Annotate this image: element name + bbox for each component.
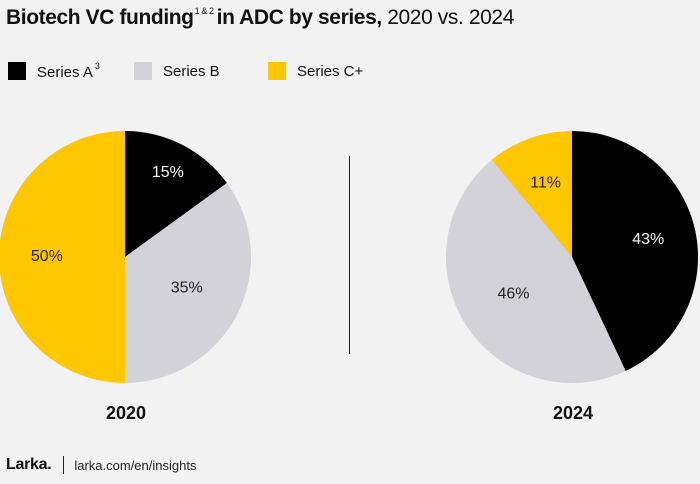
year-label-2020: 2020 — [105, 403, 147, 423]
pie-slice-2024-series-c — [491, 131, 572, 257]
legend-swatch-series-c — [268, 62, 286, 80]
legend-item-series-b: Series B — [134, 61, 220, 81]
legend-footnote-ref: 3 — [94, 61, 100, 71]
title-main-cont: in ADC by series, — [216, 6, 383, 29]
title-years: 2020 vs. 2024 — [387, 6, 514, 29]
footer-url: larka.com/en/insights — [74, 457, 197, 473]
footer-separator — [63, 456, 65, 474]
pie-slice-2024-series-b — [445, 159, 626, 384]
footer: Larka. larka.com/en/insights — [6, 455, 196, 475]
legend-label-series-b: Series B — [163, 62, 220, 80]
pie-label-2024-series-b: 46% — [497, 285, 529, 302]
pie-label-2024-series-c: 11% — [530, 175, 561, 192]
title-footnote-ref: 1 & 2 — [194, 6, 214, 16]
brand-logo: Larka. — [6, 456, 52, 473]
pie-slice-2020-series-c — [0, 131, 125, 383]
year-label-2024: 2024 — [552, 403, 594, 423]
pie-slice-2020-series-b — [125, 182, 252, 383]
pie-label-2020-series-c: 50% — [31, 248, 63, 265]
legend-item-series-c: Series C+ — [268, 61, 363, 81]
pie-label-2024-series-a: 43% — [632, 231, 664, 248]
legend-swatch-series-a — [8, 62, 26, 80]
chart-title: Biotech VC funding1 & 2 in ADC by series,… — [6, 6, 514, 30]
chart-divider — [349, 156, 350, 354]
pie-label-2020-series-b: 35% — [171, 280, 203, 297]
legend-label-series-a: Series A — [37, 64, 93, 81]
pie-slice-2024-series-a — [572, 131, 699, 372]
title-main: Biotech VC funding — [6, 6, 194, 29]
legend-swatch-series-b — [134, 62, 152, 80]
pie-slice-2020-series-a — [125, 131, 227, 257]
legend-label-series-c: Series C+ — [297, 62, 364, 80]
pie-label-2020-series-a: 15% — [152, 164, 184, 181]
